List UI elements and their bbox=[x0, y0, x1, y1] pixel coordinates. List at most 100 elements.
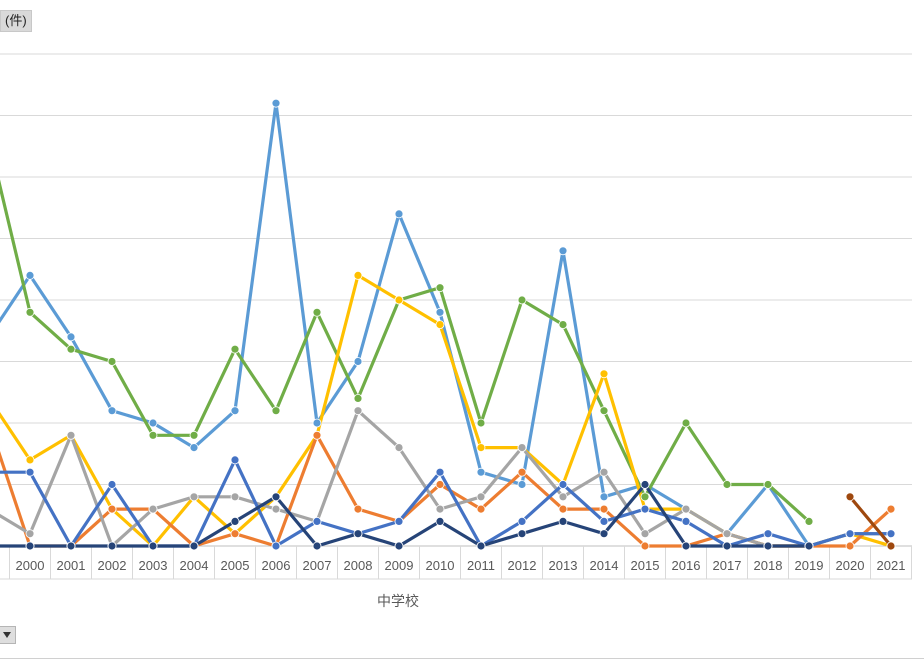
y-axis-unit-label: (件) bbox=[0, 10, 32, 32]
data-point bbox=[107, 504, 117, 514]
x-tick-label: 2012 bbox=[508, 558, 537, 573]
data-point bbox=[25, 529, 35, 539]
data-point bbox=[353, 504, 363, 514]
data-point bbox=[517, 295, 527, 305]
data-point bbox=[189, 541, 199, 551]
x-tick-label: 2004 bbox=[180, 558, 209, 573]
data-point bbox=[312, 541, 322, 551]
data-point bbox=[435, 480, 445, 489]
data-point bbox=[394, 443, 404, 453]
x-tick-label: 2021 bbox=[877, 558, 906, 573]
series-line-8 bbox=[848, 495, 893, 548]
data-point bbox=[353, 357, 363, 366]
data-point bbox=[517, 443, 527, 453]
data-point bbox=[271, 492, 281, 502]
x-axis-title: 中学校 bbox=[377, 593, 419, 609]
x-tick-label: 2009 bbox=[385, 558, 414, 573]
data-point bbox=[517, 467, 527, 477]
data-point bbox=[681, 541, 691, 551]
data-point bbox=[353, 529, 363, 539]
chart-gridlines bbox=[0, 53, 912, 485]
chart-series-points bbox=[25, 98, 896, 551]
data-point bbox=[558, 246, 568, 256]
data-point bbox=[640, 541, 650, 551]
data-point bbox=[476, 418, 486, 428]
data-point bbox=[599, 517, 609, 526]
data-point bbox=[558, 517, 568, 526]
x-tick-label: 2013 bbox=[549, 558, 578, 573]
data-point bbox=[886, 529, 896, 539]
data-point bbox=[148, 541, 158, 551]
field-dropdown-button[interactable] bbox=[0, 626, 16, 644]
dropdown-arrow-icon bbox=[3, 632, 11, 638]
series-line-6 bbox=[0, 458, 893, 548]
data-point bbox=[312, 517, 322, 526]
data-point bbox=[435, 283, 445, 293]
data-point bbox=[230, 529, 240, 539]
data-point bbox=[517, 517, 527, 526]
data-point bbox=[66, 541, 76, 551]
x-tick-label: 2020 bbox=[836, 558, 865, 573]
chart-series-lines bbox=[0, 101, 893, 548]
data-point bbox=[886, 504, 896, 514]
x-tick-label: 2000 bbox=[16, 558, 45, 573]
data-point bbox=[558, 504, 568, 514]
data-point bbox=[271, 98, 281, 108]
data-point bbox=[476, 467, 486, 477]
data-point bbox=[435, 320, 445, 330]
data-point bbox=[476, 492, 486, 502]
data-point bbox=[435, 307, 445, 317]
data-point bbox=[599, 529, 609, 539]
data-point bbox=[271, 541, 281, 551]
data-point bbox=[599, 492, 609, 502]
x-tick-label: 2007 bbox=[303, 558, 332, 573]
x-tick-label: 2002 bbox=[98, 558, 127, 573]
x-tick-label: 2001 bbox=[57, 558, 86, 573]
data-point bbox=[763, 480, 773, 489]
data-point bbox=[435, 467, 445, 477]
data-point bbox=[558, 320, 568, 330]
data-point bbox=[189, 443, 199, 453]
data-point bbox=[230, 344, 240, 354]
data-point bbox=[230, 455, 240, 465]
data-point bbox=[25, 541, 35, 551]
x-tick-label: 2010 bbox=[426, 558, 455, 573]
data-point bbox=[148, 504, 158, 514]
data-point bbox=[804, 517, 814, 526]
data-point bbox=[25, 455, 35, 465]
data-point bbox=[763, 541, 773, 551]
data-point bbox=[558, 492, 568, 502]
data-point bbox=[640, 529, 650, 539]
data-point bbox=[230, 517, 240, 526]
data-point bbox=[476, 504, 486, 514]
data-point bbox=[394, 295, 404, 305]
data-point bbox=[435, 517, 445, 526]
data-point bbox=[681, 517, 691, 526]
data-point bbox=[681, 418, 691, 428]
data-point bbox=[25, 467, 35, 477]
data-point bbox=[886, 541, 896, 551]
data-point bbox=[476, 541, 486, 551]
x-axis-tick-labels: 9200020012002200320042005200620072008200… bbox=[16, 558, 906, 573]
data-point bbox=[148, 430, 158, 440]
data-point bbox=[599, 504, 609, 514]
x-tick-label: 2011 bbox=[467, 558, 495, 573]
data-point bbox=[189, 430, 199, 440]
data-point bbox=[681, 504, 691, 514]
data-point bbox=[107, 480, 117, 489]
data-point bbox=[148, 418, 158, 428]
series-line-3 bbox=[0, 273, 893, 548]
data-point bbox=[25, 307, 35, 317]
data-point bbox=[353, 393, 363, 403]
data-point bbox=[394, 541, 404, 551]
data-point bbox=[845, 492, 855, 502]
data-point bbox=[476, 443, 486, 453]
data-point bbox=[394, 517, 404, 526]
data-point bbox=[66, 332, 76, 342]
data-point bbox=[640, 480, 650, 489]
data-point bbox=[353, 406, 363, 416]
x-tick-label: 2003 bbox=[139, 558, 168, 573]
x-tick-label: 2017 bbox=[713, 558, 742, 573]
x-tick-label: 2006 bbox=[262, 558, 291, 573]
data-point bbox=[107, 406, 117, 416]
